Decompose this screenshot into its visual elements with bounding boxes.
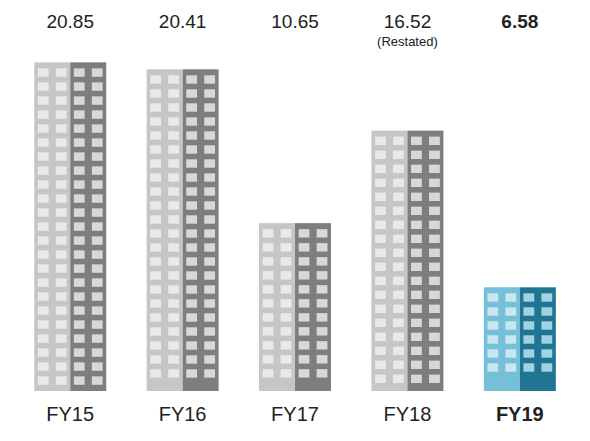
svg-text:10.65: 10.65 [271,11,319,32]
svg-text:20.41: 20.41 [159,11,207,32]
svg-text:FY15: FY15 [46,403,94,425]
svg-text:(Restated): (Restated) [377,34,438,49]
svg-text:FY17: FY17 [271,403,319,425]
svg-text:6.58: 6.58 [501,11,538,32]
svg-text:16.52: 16.52 [384,11,432,32]
svg-text:FY19: FY19 [496,403,544,425]
svg-text:FY18: FY18 [383,403,431,425]
svg-text:FY16: FY16 [159,403,207,425]
svg-text:20.85: 20.85 [46,11,94,32]
